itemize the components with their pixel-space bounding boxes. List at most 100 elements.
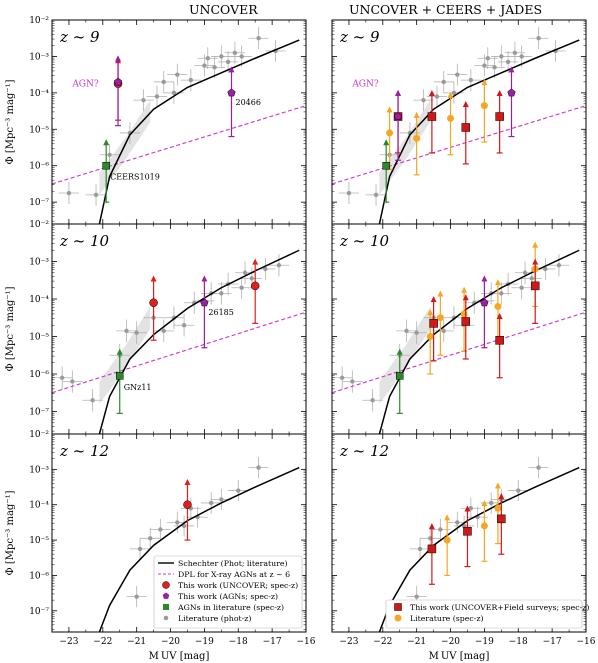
phot-lit-point	[181, 323, 187, 328]
dpl-line	[52, 311, 306, 394]
spec-lit-point	[494, 504, 502, 512]
y-tick-label: 10⁻²	[29, 16, 49, 26]
phot-lit-point	[543, 266, 548, 272]
phot-lit-point	[488, 500, 494, 506]
phot-lit-point	[499, 54, 504, 59]
y-tick-label: 10⁻²	[29, 430, 49, 440]
legend-entry-label: Schechter (Phot; literature)	[178, 559, 288, 568]
field-specz-arrow	[428, 523, 435, 530]
y-axis-label: Φ [Mpc⁻³ mag⁻¹]	[5, 79, 16, 164]
spec-lit-point	[447, 114, 455, 122]
dpl-line	[52, 105, 306, 185]
x-tick-label: −16	[577, 637, 596, 647]
y-tick-label: 10⁻³	[29, 258, 49, 268]
legend-entry-label: This work (UNCOVER; spec-z)	[178, 581, 298, 590]
phot-lit-point	[516, 488, 521, 493]
phot-lit-point	[175, 72, 180, 77]
x-tick-label: −20	[161, 637, 180, 647]
field-specz-arrow	[430, 296, 437, 303]
x-tick-label: −20	[441, 637, 460, 647]
uncover-specz-point	[183, 500, 192, 509]
agn-specz-point	[393, 112, 403, 121]
phot-lit-point	[205, 56, 210, 61]
agn-specz-point	[227, 88, 236, 97]
legend-agn-lit-marker	[163, 604, 169, 610]
field-specz-point	[495, 112, 504, 121]
legend-entry-label: This work (UNCOVER+Field surveys; spec-z…	[410, 603, 589, 612]
phot-lit-point	[239, 285, 244, 290]
field-specz-point	[497, 514, 506, 524]
agn-specz-arrow	[115, 55, 122, 62]
agn-lit-point	[395, 372, 404, 380]
agn-specz-point	[507, 88, 516, 97]
phot-lit-point	[556, 263, 562, 268]
phot-lit-point	[219, 497, 224, 502]
y-tick-label: 10⁻⁷	[29, 607, 49, 617]
field-specz-point	[461, 317, 471, 326]
spec-lit-point	[480, 102, 488, 110]
legend: This work (UNCOVER+Field surveys; spec-z…	[385, 599, 589, 629]
uncover-specz-arrow	[184, 478, 191, 485]
y-tick-label: 10⁻⁴	[29, 89, 49, 99]
panel-frame	[331, 223, 587, 435]
phot-lit-point	[441, 79, 446, 85]
phot-lit-point	[499, 291, 504, 296]
y-tick-label: 10⁻⁷	[29, 408, 49, 418]
redshift-label: z ~ 9	[59, 28, 100, 46]
field-specz-arrow	[532, 258, 539, 265]
phot-lit-point	[175, 520, 180, 525]
plot-area	[98, 456, 300, 632]
y-tick-label: 10⁻⁵	[29, 333, 49, 343]
phot-lit-point	[212, 65, 217, 70]
phot-lit-point	[373, 192, 379, 198]
legend-uncover-marker	[162, 581, 170, 589]
redshift-label: z ~ 10	[59, 232, 110, 250]
phot-lit-point	[434, 94, 440, 99]
legend-spec-lit-marker	[394, 614, 402, 622]
schechter-curve	[98, 39, 300, 224]
field-specz-arrow	[428, 90, 435, 97]
agn-specz-arrow	[508, 66, 515, 73]
field-specz-point	[495, 336, 504, 345]
redshift-label: z ~ 10	[339, 232, 390, 250]
y-tick-label: 10⁻⁵	[29, 125, 49, 135]
agn-specz-label: 20466	[235, 98, 260, 107]
plot-area	[332, 241, 586, 434]
agn-question-annotation: AGN?	[351, 79, 379, 89]
redshift-label: z ~ 12	[339, 442, 389, 460]
phot-lit-point	[59, 375, 65, 380]
uncover-specz-point	[250, 281, 260, 291]
phot-lit-point	[242, 270, 248, 275]
phot-lit-point	[219, 54, 224, 59]
dpl-line	[332, 311, 586, 394]
panel-frame	[331, 433, 587, 633]
phot-lit-point	[468, 506, 474, 511]
legend-box	[153, 555, 303, 629]
phot-lit-point	[339, 375, 345, 380]
field-specz-arrow	[496, 90, 503, 97]
phot-lit-point	[90, 398, 95, 403]
plot-area: AGN?	[332, 27, 586, 224]
spec-lit-arrow	[427, 309, 434, 316]
phot-lit-point	[536, 36, 541, 41]
phot-lit-point	[529, 276, 535, 281]
phot-lit-point	[232, 50, 238, 55]
legend-field-marker	[394, 603, 402, 611]
agn-specz-label: 26185	[208, 308, 233, 317]
phot-lit-point	[225, 59, 231, 65]
legend-entry-label: AGNs in literature (spec-z)	[177, 603, 284, 612]
spec-lit-point	[494, 303, 502, 310]
literature-shaded-band	[379, 100, 431, 195]
phot-lit-point	[154, 94, 160, 99]
phot-lit-point	[208, 500, 214, 506]
field-specz-arrow	[464, 505, 471, 512]
plot-area	[378, 456, 580, 632]
agn-specz-arrow	[228, 66, 235, 73]
phot-lit-point	[256, 36, 261, 41]
y-tick-label: 10⁻⁴	[29, 295, 49, 305]
y-tick-label: 10⁻³	[29, 465, 49, 475]
agn-specz-arrow	[481, 275, 488, 282]
y-axis-label: Φ [Mpc⁻³ mag⁻¹]	[5, 490, 16, 575]
x-tick-label: −19	[195, 637, 214, 647]
spec-lit-arrow	[413, 111, 420, 118]
